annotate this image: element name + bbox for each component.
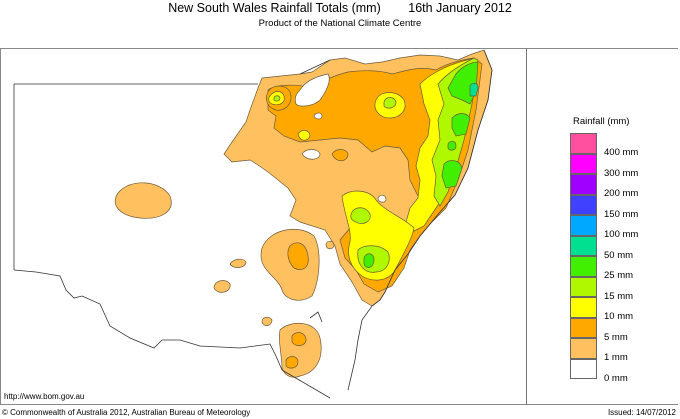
dry-area-3 <box>377 194 387 203</box>
legend-label: 1 mm <box>604 352 628 363</box>
rainfall-map <box>13 49 493 399</box>
dry-area-1 <box>313 112 323 120</box>
legend-panel <box>526 48 680 405</box>
subtitle: Product of the National Climate Centre <box>258 18 422 29</box>
legend-swatch <box>570 338 597 359</box>
legend-swatch <box>570 256 597 277</box>
legend-swatch <box>570 174 597 195</box>
legend-title: Rainfall (mm) <box>573 116 630 127</box>
rain-area-25mm-coast2 <box>451 113 471 137</box>
state-border-north <box>14 59 331 85</box>
rain-area-1mm-blob <box>229 258 247 268</box>
rain-area-5mm-sw <box>287 242 309 270</box>
rain-area-1mm-blob2 <box>325 240 335 250</box>
rain-area-15mm-south1 <box>350 207 371 224</box>
rain-area-1mm-sw3 <box>261 316 273 326</box>
legend-swatch <box>570 235 597 256</box>
rain-area-5mm-s2 <box>285 356 299 369</box>
legend-swatch <box>570 153 597 174</box>
rain-area-15mm-inland <box>383 97 397 109</box>
rain-area-1mm-south <box>279 323 322 378</box>
legend-label: 200 mm <box>604 188 639 199</box>
state-border-se <box>281 369 331 399</box>
copyright-notice: © Commonwealth of Australia 2012, Austra… <box>2 408 251 417</box>
legend-label: 0 mm <box>604 372 628 384</box>
legend-label: 5 mm <box>604 331 628 343</box>
rain-area-1mm-sw1 <box>260 228 320 301</box>
title-text: New South Wales Rainfall Totals (mm) <box>168 1 381 15</box>
legend-swatch <box>570 358 597 379</box>
legend-label: 150 mm <box>604 208 639 220</box>
rain-area-25mm-blob <box>447 140 457 151</box>
state-border-murray <box>13 269 283 371</box>
legend-label: 100 mm <box>604 229 639 240</box>
coastline <box>347 49 493 391</box>
map-title: New South Wales Rainfall Totals (mm) 16t… <box>0 0 680 16</box>
rain-area-5mm-s1 <box>291 332 307 346</box>
legend-label: 50 mm <box>604 249 634 261</box>
rain-area-1mm-west <box>114 182 172 219</box>
legend-swatch <box>570 133 597 154</box>
rain-area-10mm-blob <box>297 130 311 141</box>
dry-area-2 <box>301 149 321 160</box>
rain-area-5mm-central <box>331 149 349 162</box>
source-url[interactable]: http://www.bom.gov.au <box>4 392 85 401</box>
legend-label: 25 mm <box>604 270 634 281</box>
legend-swatch <box>570 276 597 297</box>
title-date: 16th January 2012 <box>408 1 512 15</box>
act-border <box>309 311 323 323</box>
legend-label: 15 mm <box>604 290 634 302</box>
legend-label: 400 mm <box>604 147 639 158</box>
dry-area-north <box>294 73 330 107</box>
legend-swatch <box>570 297 597 318</box>
rain-area-15mm-nw <box>273 95 281 102</box>
rain-area-50mm <box>469 82 479 97</box>
rain-area-1mm-sw2 <box>213 280 231 293</box>
rain-area-25mm-coast3 <box>441 160 463 189</box>
legend-swatch <box>570 194 597 215</box>
map-frame <box>0 48 678 405</box>
legend-swatch <box>570 317 597 338</box>
rain-area-25mm-south <box>363 253 375 268</box>
legend-swatch <box>570 215 597 236</box>
legend-label: 300 mm <box>604 167 639 179</box>
legend-label: 10 mm <box>604 311 634 322</box>
issued-date: Issued: 14/07/2012 <box>607 408 676 417</box>
